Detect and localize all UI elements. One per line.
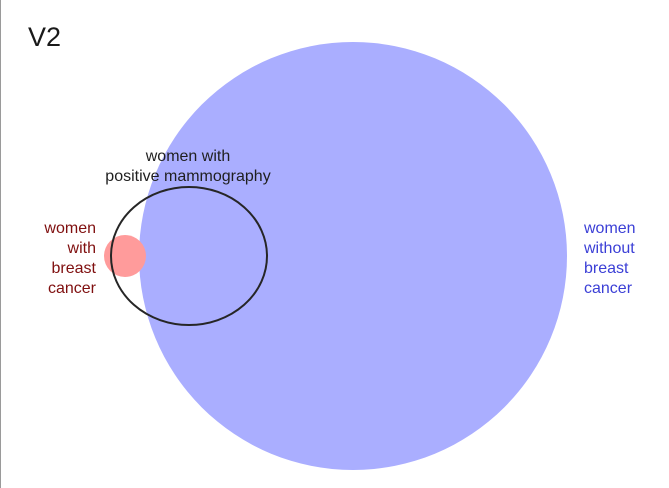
without-breast-cancer-label-line-3: breast [584, 260, 629, 277]
women-with-breast-cancer-circle [104, 235, 146, 277]
with-breast-cancer-label-line-1: women [44, 220, 96, 237]
positive-mammography-label-line-1: women with [145, 148, 231, 165]
with-breast-cancer-label: women with breast cancer [11, 219, 96, 299]
with-breast-cancer-label-line-4: cancer [47, 280, 96, 297]
with-breast-cancer-label-line-2: with [67, 240, 96, 257]
without-breast-cancer-label-line-2: without [584, 240, 635, 257]
positive-mammography-label-line-2: positive mammography [105, 168, 271, 185]
without-breast-cancer-label: women without breast cancer [584, 219, 664, 299]
without-breast-cancer-label-line-4: cancer [584, 280, 633, 297]
positive-mammography-ellipse [110, 186, 268, 326]
positive-mammography-label: women with positive mammography [78, 147, 298, 187]
women-without-breast-cancer-circle [139, 42, 567, 470]
diagram-title: V2 [28, 22, 62, 52]
with-breast-cancer-label-line-3: breast [51, 260, 96, 277]
without-breast-cancer-label-line-1: women [584, 220, 636, 237]
